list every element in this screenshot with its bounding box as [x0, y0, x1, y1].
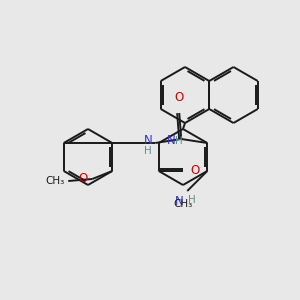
- Text: CH₃: CH₃: [45, 176, 64, 186]
- Text: N: N: [175, 195, 183, 208]
- Text: N: N: [167, 134, 176, 148]
- Text: H: H: [145, 146, 152, 156]
- Text: O: O: [191, 164, 200, 178]
- Text: N: N: [143, 134, 152, 148]
- Text: O: O: [175, 91, 184, 104]
- Text: CH₃: CH₃: [174, 199, 193, 209]
- Text: O: O: [78, 172, 87, 185]
- Text: H: H: [188, 195, 196, 205]
- Text: H: H: [175, 136, 182, 146]
